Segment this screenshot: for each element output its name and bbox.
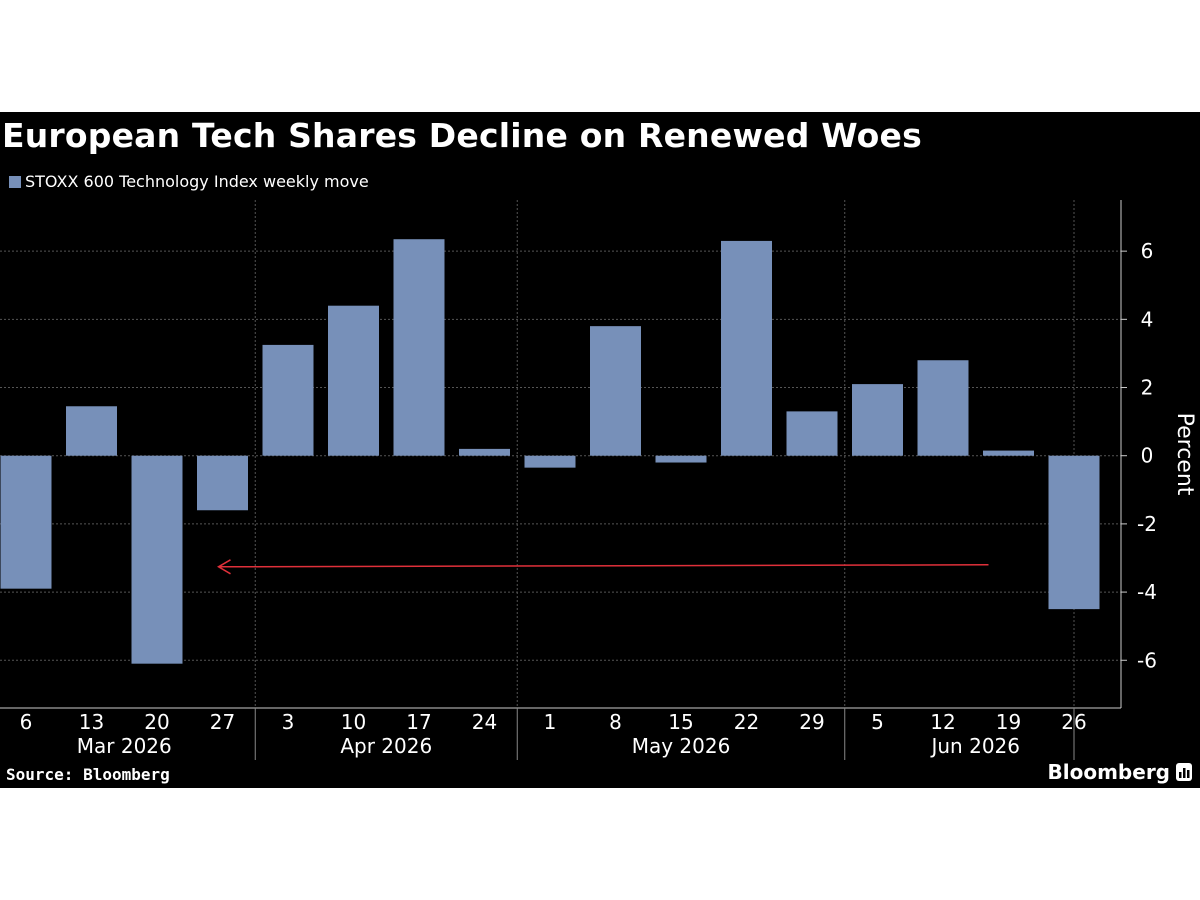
chart-panel: European Tech Shares Decline on Renewed … [0, 112, 1200, 788]
month-label: Jun 2026 [929, 734, 1020, 758]
brand-logo: Bloomberg [1048, 760, 1192, 784]
annotation [217, 559, 989, 575]
legend-swatch [9, 175, 21, 188]
bar [852, 384, 903, 456]
x-tick-label: 29 [799, 710, 824, 734]
x-tick-label: 19 [996, 710, 1021, 734]
bar [197, 455, 248, 511]
bar [262, 344, 314, 456]
bar [66, 406, 117, 456]
y-axis: -6 -4 -2 0 2 4 6 Percent [1120, 200, 1197, 708]
bars [0, 239, 1100, 664]
x-tick-label: 1 [544, 710, 557, 734]
bloomberg-chart-icon [1176, 763, 1192, 781]
x-tick-label: 8 [609, 710, 622, 734]
brand-name: Bloomberg [1047, 760, 1170, 784]
y-tick-label: 6 [1141, 239, 1154, 263]
legend: STOXX 600 Technology Index weekly move [9, 172, 369, 191]
bar [590, 326, 641, 456]
x-tick-label: 27 [210, 710, 235, 734]
x-tick-label: 17 [406, 710, 431, 734]
x-tick-label: 6 [20, 710, 33, 734]
x-tick-label: 3 [282, 710, 295, 734]
bar [328, 305, 379, 456]
y-tick-label: -6 [1137, 648, 1157, 672]
bar [524, 455, 576, 468]
annotation-arrow [218, 564, 989, 568]
x-tick-label: 10 [341, 710, 366, 734]
bar [1048, 455, 1100, 610]
bar [131, 455, 183, 664]
y-tick-label: -2 [1137, 512, 1157, 536]
bar [786, 411, 838, 456]
bar [655, 455, 707, 463]
x-tick-label: 22 [734, 710, 759, 734]
bar [721, 240, 772, 456]
month-label: May 2026 [632, 734, 731, 758]
y-tick-label: 4 [1141, 307, 1154, 331]
month-label: Apr 2026 [340, 734, 432, 758]
x-tick-label: 12 [930, 710, 955, 734]
bar [459, 448, 510, 456]
y-tick-label: 2 [1141, 376, 1154, 400]
bar [393, 239, 445, 456]
y-tick-label: 0 [1141, 444, 1154, 468]
x-tick-label: 24 [472, 710, 497, 734]
annotation-arrowhead [217, 559, 231, 575]
bar [917, 360, 969, 456]
grid-lines [0, 200, 1121, 708]
bar [0, 455, 52, 589]
x-tick-label: 5 [871, 710, 884, 734]
bar [983, 450, 1034, 456]
y-axis-title: Percent [1172, 413, 1197, 496]
chart-title: European Tech Shares Decline on Renewed … [2, 116, 922, 155]
y-tick-label: -4 [1137, 580, 1157, 604]
x-tick-label: 15 [668, 710, 693, 734]
x-tick-label: 20 [144, 710, 169, 734]
source-note: Source: Bloomberg [6, 765, 170, 784]
legend-label: STOXX 600 Technology Index weekly move [25, 172, 369, 191]
month-label: Mar 2026 [77, 734, 172, 758]
x-tick-label: 13 [79, 710, 104, 734]
